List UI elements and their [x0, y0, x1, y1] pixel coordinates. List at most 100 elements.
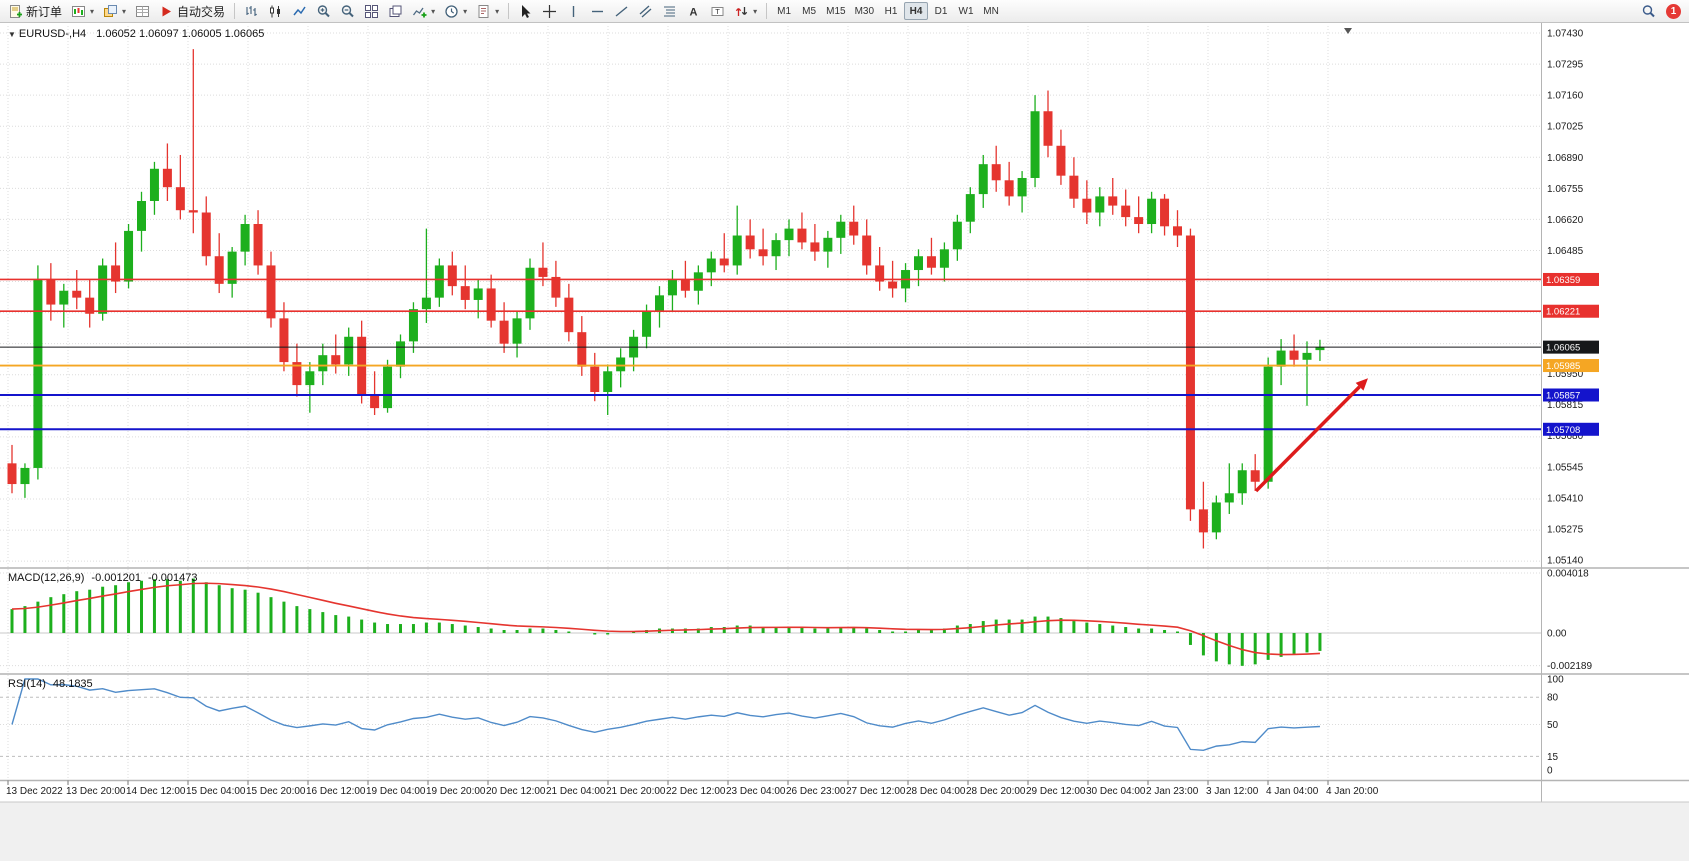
candle: [952, 221, 962, 250]
candle: [1108, 196, 1118, 206]
candle: [1147, 198, 1157, 225]
candle: [965, 194, 975, 222]
new-order-button[interactable]: 新订单: [4, 1, 66, 21]
candle: [137, 200, 146, 231]
macd-label: MACD(12,26,9): [8, 572, 85, 584]
tile-windows-button[interactable]: [360, 1, 383, 21]
profiles-caret-icon: ▾: [122, 6, 127, 16]
arrows-tool-button[interactable]: ▾: [730, 1, 761, 21]
candle: [577, 332, 587, 367]
rsi-value: 48.1835: [52, 678, 93, 690]
indicators-caret-icon: ▾: [431, 6, 436, 16]
trendline-button[interactable]: [610, 1, 633, 21]
candle: [551, 276, 561, 298]
candle: [888, 281, 898, 289]
price-axis-label: 1.06755: [1547, 184, 1584, 195]
chart-shift-marker[interactable]: [1344, 28, 1352, 34]
timeframe-button-h4[interactable]: H4: [904, 2, 929, 20]
search-button[interactable]: [1637, 1, 1660, 21]
zoom-in-button[interactable]: [312, 1, 335, 21]
candle: [1160, 198, 1170, 227]
candle: [1069, 175, 1079, 199]
candle: [305, 371, 315, 386]
timeframe-button-d1[interactable]: D1: [929, 2, 953, 20]
candle: [1095, 196, 1105, 213]
auto-trading-button[interactable]: 自动交易: [155, 1, 229, 21]
notification-badge[interactable]: 1: [1666, 3, 1681, 19]
bar-chart-button[interactable]: [240, 1, 263, 21]
rsi-panel-header: RSI(14) 48.1835: [8, 678, 93, 690]
macd-axis-label: 0.004018: [1547, 569, 1589, 580]
svg-text:1.05708: 1.05708: [1546, 425, 1580, 436]
rsi-label: RSI(14): [8, 678, 46, 690]
rsi-line: [11, 678, 1320, 752]
timeframe-button-m30[interactable]: M30: [851, 2, 878, 20]
candle: [214, 256, 224, 284]
trend-arrow-object[interactable]: [1254, 385, 1361, 493]
candle: [227, 251, 237, 284]
crosshair-button[interactable]: [538, 1, 561, 21]
line-chart-button[interactable]: [288, 1, 311, 21]
timeframe-button-w1[interactable]: W1: [954, 2, 978, 20]
data-window-button[interactable]: [131, 1, 154, 21]
candle: [7, 463, 17, 485]
cursor-button[interactable]: [514, 1, 537, 21]
time-axis-label: 28 Dec 04:00: [906, 786, 966, 797]
candle: [875, 265, 885, 282]
templates-button[interactable]: ▾: [472, 1, 503, 21]
profiles-button[interactable]: ▾: [99, 1, 130, 21]
price-axis-label: 1.06485: [1547, 246, 1584, 257]
timeframe-group: M1 M5 M15 M30 H1 H4 D1 W1 MN: [772, 2, 1003, 20]
symbol-dropdown-icon[interactable]: ▼: [8, 30, 16, 39]
candle: [253, 224, 263, 266]
arrange-windows-button[interactable]: [384, 1, 407, 21]
candle: [460, 286, 470, 300]
time-axis-label: 2 Jan 23:00: [1146, 786, 1199, 797]
candle: [1211, 502, 1221, 533]
timeframe-button-m5[interactable]: M5: [797, 2, 821, 20]
indicators-button[interactable]: ▾: [408, 1, 439, 21]
candle: [331, 355, 341, 365]
timeframe-button-mn[interactable]: MN: [979, 2, 1003, 20]
time-axis-label: 4 Jan 04:00: [1266, 786, 1319, 797]
fibonacci-button[interactable]: [658, 1, 681, 21]
trend-arrow-head[interactable]: [1355, 378, 1368, 391]
candle: [20, 467, 30, 485]
candle: [655, 295, 664, 312]
line-chart-icon: [292, 4, 307, 19]
candle: [396, 341, 405, 367]
candle: [72, 290, 82, 298]
price-badge: 1.05708: [1543, 422, 1599, 436]
chart-window: 1.07430 1.07295 1.07160 1.07025 1.06890 1.067…: [0, 23, 1689, 861]
horizontal-line-button[interactable]: [586, 1, 609, 21]
timeframe-button-m15[interactable]: M15: [822, 2, 849, 20]
vertical-line-button[interactable]: [562, 1, 585, 21]
time-axis-label: 15 Dec 04:00: [186, 786, 246, 797]
time-axis-label: 27 Dec 12:00: [846, 786, 906, 797]
candle: [85, 297, 95, 314]
candle: [758, 249, 768, 257]
svg-text:1.06359: 1.06359: [1546, 275, 1580, 286]
time-axis-label: 19 Dec 04:00: [366, 786, 426, 797]
price-axis-label: 1.07430: [1547, 29, 1584, 40]
new-chart-button[interactable]: ▾: [67, 1, 98, 21]
timeframe-button-h1[interactable]: H1: [879, 2, 903, 20]
candlestick-chart-button[interactable]: [264, 1, 287, 21]
candle: [926, 256, 936, 268]
candle: [33, 279, 43, 468]
macd-axis-label: -0.002189: [1547, 661, 1592, 672]
candle: [823, 237, 833, 252]
price-axis-label: 1.07160: [1547, 91, 1584, 102]
timeframe-button-m1[interactable]: M1: [772, 2, 796, 20]
zoom-out-button[interactable]: [336, 1, 359, 21]
candle: [383, 366, 393, 409]
text-label-tool-button[interactable]: T: [706, 1, 729, 21]
chart-canvas[interactable]: 1.07430 1.07295 1.07160 1.07025 1.06890 1.067…: [0, 23, 1689, 861]
channel-button[interactable]: [634, 1, 657, 21]
periods-button[interactable]: ▾: [440, 1, 471, 21]
candle: [862, 235, 872, 266]
text-tool-button[interactable]: A: [682, 1, 705, 21]
candle: [434, 265, 444, 298]
time-axis-label: 29 Dec 12:00: [1026, 786, 1086, 797]
time-axis-label: 22 Dec 12:00: [666, 786, 726, 797]
